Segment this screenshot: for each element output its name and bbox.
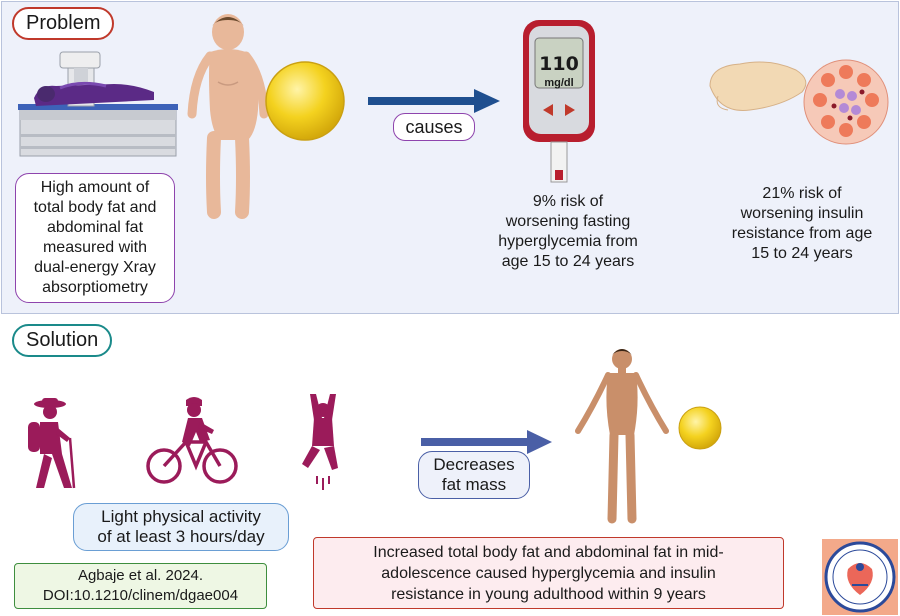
fasting-line: hyperglycemia from (498, 233, 638, 250)
fasting-line: worsening fasting (505, 213, 631, 230)
fat-box-line: abdominal fat (46, 219, 144, 236)
causes-arrow (368, 89, 500, 113)
citation-line: DOI:10.1210/clinem/dgae004 (42, 587, 239, 604)
fasting-risk-text: 9% risk of worsening fasting hyperglycem… (468, 192, 668, 272)
result-line: resistance in young adulthood within 9 y… (391, 585, 706, 603)
fasting-line: age 15 to 24 years (501, 253, 635, 270)
meter-reading: 110 (539, 53, 579, 75)
small-fat-cell-icon (678, 406, 722, 450)
pancreas-illustration (709, 59, 889, 145)
jumping-person-icon (302, 394, 338, 490)
fat-box-line: High amount of (40, 179, 150, 196)
glucose-meter-illustration (523, 20, 595, 183)
result-line: Increased total body fat and abdominal f… (373, 543, 724, 561)
activity-box: Light physical activity of at least 3 ho… (73, 503, 289, 551)
fat-box-line: dual-energy Xray (34, 259, 156, 276)
causes-label: causes (393, 113, 475, 141)
activity-line: of at least 3 hours/day (97, 527, 265, 546)
fat-measurement-box: High amount of total body fat and abdomi… (15, 173, 175, 303)
fasting-line: 9% risk of (532, 193, 604, 210)
decreases-arrow (421, 430, 552, 454)
insulin-line: 15 to 24 years (751, 245, 853, 262)
decreases-line: fat mass (441, 475, 507, 494)
result-line: adolescence caused hyperglycemia and ins… (381, 564, 716, 582)
dxa-scanner-illustration (18, 51, 178, 157)
adult-figure-illustration (575, 349, 669, 524)
hiker-icon (28, 398, 76, 489)
society-logo-icon (822, 539, 898, 615)
citation-line: Agbaje et al. 2024. (77, 567, 204, 584)
result-box: Increased total body fat and abdominal f… (313, 537, 784, 609)
activity-line: Light physical activity (101, 507, 261, 526)
obese-child-illustration (187, 14, 269, 219)
meter-unit: mg/dl (544, 77, 574, 89)
insulin-line: worsening insulin (740, 205, 864, 222)
citation-box: Agbaje et al. 2024. DOI:10.1210/clinem/d… (14, 563, 267, 609)
decreases-line: Decreases (433, 455, 515, 474)
fat-box-line: total body fat and (33, 199, 157, 216)
insulin-line: 21% risk of (762, 185, 842, 202)
solution-label: Solution (12, 324, 113, 357)
fat-box-line: absorptiometry (42, 279, 148, 296)
insulin-risk-text: 21% risk of worsening insulin resistance… (712, 184, 892, 264)
insulin-line: resistance from age (731, 225, 873, 242)
cyclist-icon (146, 397, 238, 484)
fat-cell-icon (265, 61, 345, 141)
decreases-box: Decreases fat mass (418, 451, 530, 499)
fat-box-line: measured with (42, 239, 148, 256)
problem-label: Problem (12, 7, 115, 40)
